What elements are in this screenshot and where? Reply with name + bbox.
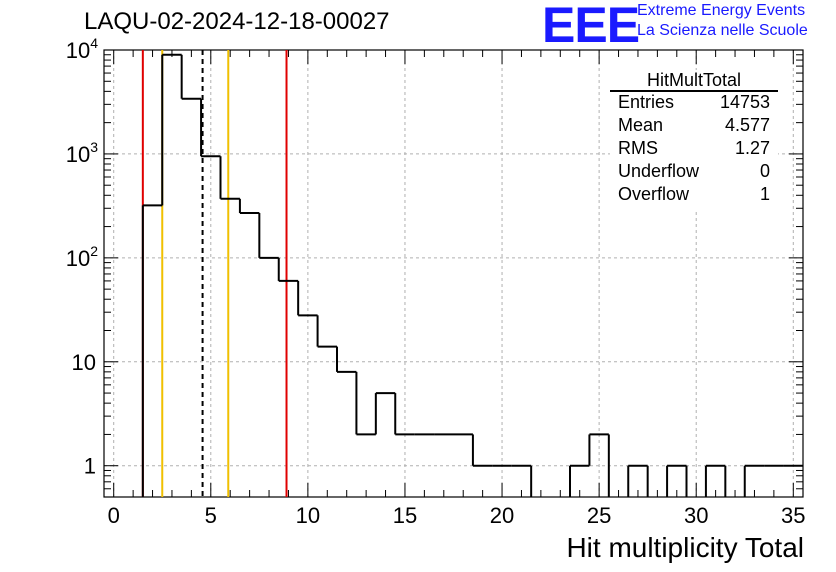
logo-tagline-2: La Scienza nelle Scuole [637,22,808,39]
y-tick-label: 10 [72,350,96,375]
x-tick-label: 10 [296,503,320,528]
stats-title-rule [610,90,778,92]
logo-tagline-1: Extreme Energy Events [637,2,806,19]
chart-title: LAQU-02-2024-12-18-00027 [84,8,390,35]
x-tick-label: 0 [108,503,120,528]
stats-value: 1 [759,184,770,204]
stats-label: RMS [618,138,658,158]
stats-box: HitMultTotal Entries 14753 Mean 4.577 RM… [610,70,778,210]
x-tick-label: 35 [781,503,805,528]
stats-title: HitMultTotal [646,70,742,90]
y-tick-label: 102 [66,243,98,271]
stats-row-rms: RMS 1.27 [618,138,770,160]
x-tick-label: 20 [490,503,514,528]
stats-label: Entries [618,92,675,112]
y-tick-label: 104 [66,35,98,63]
stats-value: 0 [759,161,770,181]
stats-label: Mean [618,115,664,135]
x-tick-label: 5 [205,503,217,528]
stats-value: 1.27 [734,138,770,158]
y-tick-label: 1 [84,454,96,479]
x-tick-label: 30 [684,503,708,528]
stats-value: 14753 [719,92,770,112]
x-tick-label: 15 [393,503,417,528]
stats-row-overflow: Overflow 1 [618,184,770,206]
stats-row-entries: Entries 14753 [618,92,770,114]
stats-row-mean: Mean 4.577 [618,115,770,137]
eee-logo: EEE [542,0,640,53]
x-tick-label: 25 [587,503,611,528]
stats-value: 4.577 [724,115,770,135]
stats-row-underflow: Underflow 0 [618,161,770,183]
stats-label: Underflow [618,161,700,181]
y-tick-label: 103 [66,139,98,167]
stats-label: Overflow [618,184,690,204]
x-axis-label: Hit multiplicity Total [566,532,804,563]
